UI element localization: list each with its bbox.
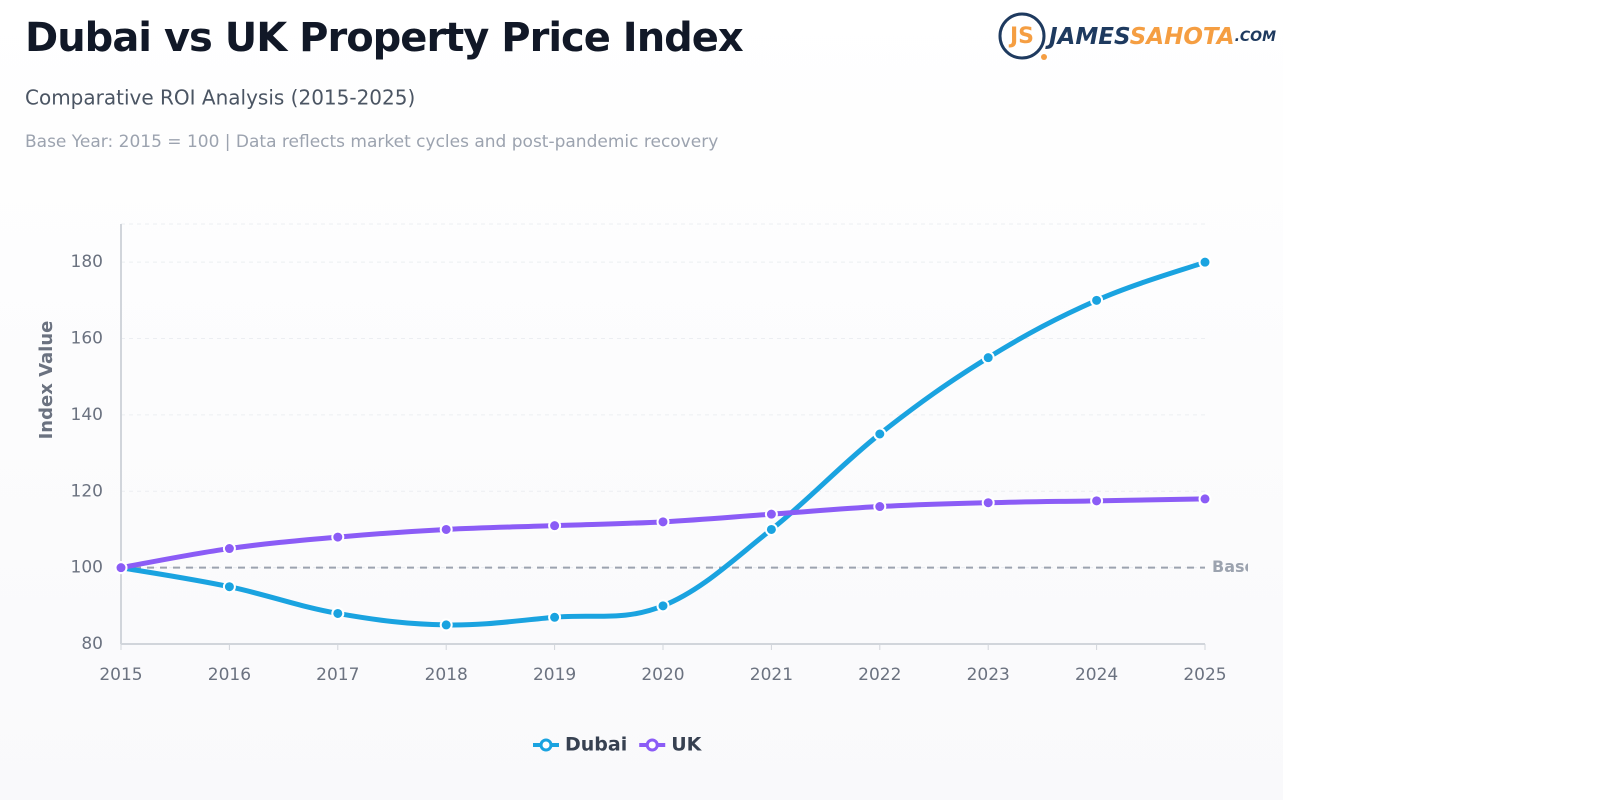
logo-ring	[998, 12, 1046, 60]
y-axis-label: Index Value	[36, 321, 57, 440]
point	[222, 580, 236, 594]
point	[1090, 494, 1104, 508]
x-tick-label: 2021	[750, 665, 793, 685]
point	[548, 610, 562, 624]
subtitle: Comparative ROI Analysis (2015-2025)	[25, 86, 415, 110]
point	[1090, 293, 1104, 307]
chart-title: Dubai vs UK Property Price Index	[25, 15, 744, 61]
logo-first: JAMES	[1045, 24, 1130, 50]
logo: JS JAMESSAHOTA.COM	[998, 12, 1276, 60]
point	[1198, 255, 1212, 269]
reference-label: Base	[1212, 557, 1256, 576]
y-tick-label: 160	[71, 329, 103, 349]
point	[222, 542, 236, 556]
note: Base Year: 2015 = 100 | Data reflects ma…	[25, 132, 718, 152]
x-tick-label: 2016	[208, 665, 251, 685]
point	[981, 351, 995, 365]
point	[873, 500, 887, 514]
logo-second: SAHOTA	[1130, 24, 1235, 50]
point	[439, 618, 453, 632]
y-tick-label: 80	[81, 634, 103, 654]
x-tick-label: 2019	[533, 665, 576, 685]
legend-marker	[645, 738, 659, 752]
x-tick-label: 2018	[425, 665, 468, 685]
x-tick-label: 2023	[967, 665, 1010, 685]
x-tick-label: 2022	[858, 665, 901, 685]
x-tick-label: 2015	[99, 665, 142, 685]
y-tick-label: 180	[71, 252, 103, 272]
logo-dot	[1041, 54, 1047, 60]
legend-marker	[539, 738, 553, 752]
x-tick-label: 2020	[641, 665, 684, 685]
logo-text: JAMESSAHOTA.COM	[1045, 24, 1276, 50]
y-tick-label: 120	[71, 481, 103, 501]
point	[656, 515, 670, 529]
point	[331, 530, 345, 544]
logo-icon: JS	[1008, 24, 1034, 49]
legend-label: UK	[671, 734, 702, 756]
point	[548, 519, 562, 533]
point	[656, 599, 670, 613]
point	[439, 522, 453, 536]
plot: 80 100 120 140 160 180 2015 2016 2017 2018 2019 202…	[71, 223, 1256, 756]
x-tick-label: 2024	[1075, 665, 1118, 685]
series-line	[118, 259, 1208, 628]
y-tick-label: 140	[71, 405, 103, 425]
point	[114, 561, 128, 575]
point	[764, 507, 778, 521]
y-tick-label: 100	[71, 558, 103, 578]
legend-label: Dubai	[565, 734, 627, 756]
point	[331, 606, 345, 620]
point	[764, 522, 778, 536]
x-tick-label: 2025	[1183, 665, 1226, 685]
x-tick-label: 2017	[316, 665, 359, 685]
point	[873, 427, 887, 441]
panel	[0, 0, 1283, 800]
point	[1198, 492, 1212, 506]
point	[981, 496, 995, 510]
logo-suffix: .COM	[1235, 29, 1276, 45]
